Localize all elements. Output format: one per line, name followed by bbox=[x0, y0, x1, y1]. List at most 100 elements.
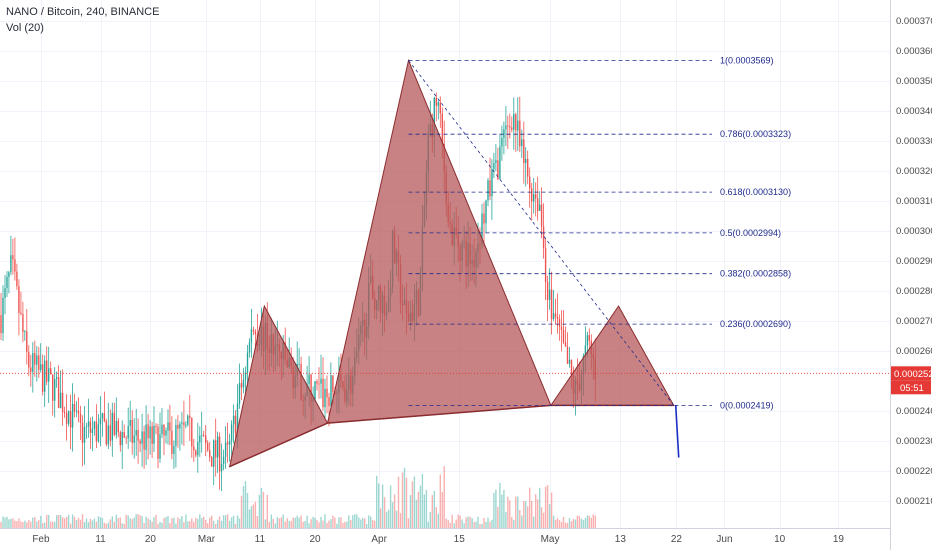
candle-body bbox=[322, 378, 324, 408]
candle-body bbox=[40, 364, 42, 370]
volume-bar bbox=[562, 517, 565, 528]
volume-bar bbox=[101, 518, 104, 528]
volume-bar bbox=[493, 492, 495, 528]
volume-bar bbox=[523, 501, 525, 528]
volume-bar bbox=[175, 523, 177, 528]
volume-bar bbox=[572, 518, 575, 528]
volume-bar bbox=[497, 506, 499, 528]
candle-body bbox=[107, 425, 109, 445]
volume-bar bbox=[316, 519, 318, 528]
volume-bar bbox=[145, 516, 147, 528]
date-tick-label: 15 bbox=[454, 534, 466, 545]
volume-bar bbox=[550, 492, 553, 528]
volume-bar bbox=[368, 515, 370, 528]
volume-bar bbox=[399, 513, 402, 528]
candle-body bbox=[533, 194, 535, 202]
volume-bar bbox=[503, 489, 505, 528]
volume-bar bbox=[395, 510, 398, 528]
candle-body bbox=[79, 413, 82, 423]
volume-bar bbox=[109, 519, 111, 528]
volume-bar bbox=[171, 518, 173, 528]
candle-body bbox=[167, 422, 169, 431]
volume-bar bbox=[330, 519, 332, 528]
volume-bar bbox=[568, 518, 571, 528]
price-tick-label: 0.0002200 bbox=[896, 466, 932, 477]
volume-bar bbox=[63, 518, 66, 528]
volume-indicator-label[interactable]: Vol (20) bbox=[6, 22, 44, 34]
volume-bar bbox=[8, 519, 10, 528]
price-tick-label: 0.0002600 bbox=[896, 346, 932, 357]
volume-bar bbox=[441, 492, 443, 528]
volume-bar bbox=[28, 519, 30, 528]
volume-bar bbox=[270, 514, 272, 528]
symbol-title[interactable]: NANO / Bitcoin, 240, BINANCE bbox=[6, 6, 160, 18]
candle-body bbox=[230, 424, 233, 441]
candle-body bbox=[147, 424, 149, 439]
candle-body bbox=[59, 392, 62, 408]
volume-bar bbox=[366, 523, 368, 528]
candle-body bbox=[330, 375, 332, 407]
candle-body bbox=[433, 97, 435, 137]
candle-body bbox=[560, 326, 563, 330]
volume-bar bbox=[201, 518, 203, 528]
volume-bar bbox=[385, 511, 388, 528]
volume-bar bbox=[566, 522, 569, 528]
volume-bar bbox=[578, 516, 581, 528]
candle-body bbox=[515, 114, 517, 131]
candle-body bbox=[10, 255, 12, 273]
volume-bar bbox=[588, 515, 590, 528]
candle-body bbox=[129, 420, 131, 426]
volume-bar bbox=[370, 516, 372, 528]
candle-body bbox=[314, 381, 316, 399]
volume-bar bbox=[342, 523, 344, 528]
volume-bar bbox=[594, 515, 596, 528]
candle-body bbox=[548, 289, 551, 300]
volume-bar bbox=[574, 519, 577, 528]
candle-body bbox=[539, 204, 541, 211]
candle-body bbox=[111, 412, 113, 441]
volume-bar bbox=[38, 520, 40, 528]
candle-body bbox=[24, 331, 26, 333]
candle-body bbox=[22, 314, 24, 332]
volume-bar bbox=[469, 516, 471, 528]
volume-bar bbox=[352, 515, 354, 528]
candle-body bbox=[540, 204, 543, 227]
volume-bar bbox=[52, 521, 54, 528]
volume-bar bbox=[391, 502, 394, 528]
volume-bar bbox=[421, 474, 424, 528]
date-tick-label: 20 bbox=[145, 534, 157, 545]
candle-body bbox=[163, 424, 165, 436]
volume-bar bbox=[117, 518, 119, 528]
candle-body bbox=[157, 426, 159, 459]
date-tick-label: 13 bbox=[615, 534, 627, 545]
candle-body bbox=[584, 345, 587, 356]
volume-bar bbox=[127, 515, 129, 528]
volume-bar bbox=[463, 523, 465, 528]
volume-bar bbox=[495, 489, 497, 528]
volume-bar bbox=[346, 521, 348, 528]
candle-body bbox=[57, 377, 60, 408]
candle-body bbox=[185, 424, 187, 426]
volume-bar bbox=[479, 524, 481, 528]
volume-bar bbox=[481, 523, 483, 528]
volume-bar bbox=[107, 522, 109, 528]
candle-body bbox=[18, 286, 20, 313]
volume-bar bbox=[487, 517, 489, 528]
volume-bar bbox=[507, 496, 509, 528]
candle-body bbox=[12, 255, 14, 260]
candle-body bbox=[437, 102, 439, 106]
volume-bar bbox=[195, 517, 197, 528]
volume-bar bbox=[79, 519, 82, 528]
candle-body bbox=[234, 415, 237, 434]
candle-body bbox=[46, 360, 48, 382]
volume-bar bbox=[455, 519, 457, 528]
volume-bar bbox=[32, 517, 34, 528]
volume-bar bbox=[159, 521, 161, 528]
volume-bar bbox=[232, 515, 235, 528]
candle-body bbox=[187, 415, 189, 425]
volume-bar bbox=[308, 523, 310, 528]
volume-bar bbox=[515, 496, 517, 528]
volume-bar bbox=[103, 522, 106, 528]
